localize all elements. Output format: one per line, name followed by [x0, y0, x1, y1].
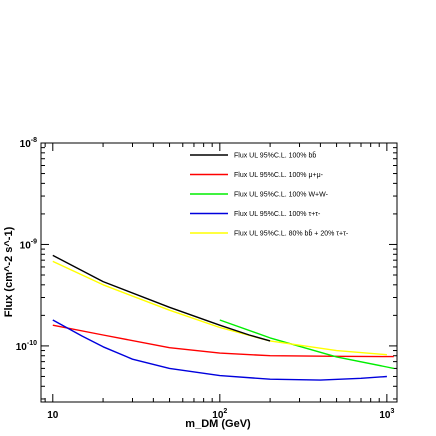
tick-labels: 10 102 103 10-10 10-9 10-8	[16, 137, 395, 421]
series-line-2	[219, 319, 394, 370]
legend-label: Flux UL 95%C.L. 80% bb̄ + 20% τ+τ-	[234, 229, 349, 237]
legend-label: Flux UL 95%C.L. 100% μ+μ-	[234, 172, 324, 179]
x-tick-label: 103	[379, 408, 394, 421]
y-axis-title: Flux (cm^-2 s^-1)	[3, 226, 15, 317]
series-line-4	[52, 260, 387, 356]
series-line-0	[52, 254, 271, 342]
y-tick-label: 10-8	[20, 137, 37, 150]
legend-label: Flux UL 95%C.L. 100% τ+τ-	[234, 211, 321, 218]
x-tick-label: 102	[212, 408, 227, 421]
axis-titles: m_DM (GeV) Flux (cm^-2 s^-1)	[3, 226, 251, 430]
x-tick-label: 10	[47, 410, 59, 421]
plot-frame	[40, 142, 398, 403]
legend-label: Flux UL 95%C.L. 100% W+W-	[234, 192, 329, 199]
legend: Flux UL 95%C.L. 100% bb̄ Flux UL 95%C.L. …	[190, 151, 349, 238]
data-series	[52, 254, 394, 381]
legend-label: Flux UL 95%C.L. 100% bb̄	[234, 151, 316, 159]
series-line-3	[52, 319, 387, 381]
x-axis-title: m_DM (GeV)	[185, 418, 251, 430]
series-line-1	[52, 324, 394, 358]
y-tick-label: 10-10	[16, 340, 37, 353]
axis-ticks	[41, 142, 397, 402]
y-tick-label: 10-9	[20, 238, 37, 251]
